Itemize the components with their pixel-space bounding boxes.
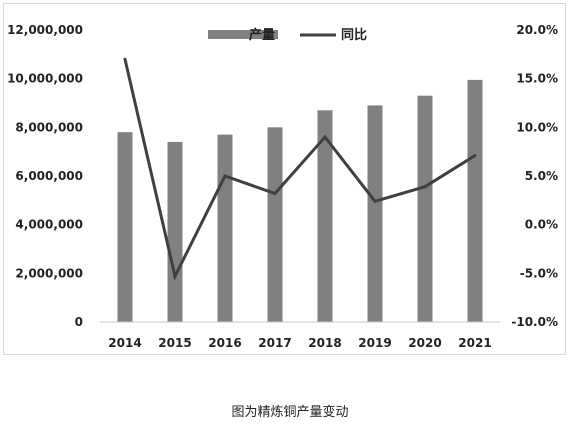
x-tick-label: 2020 <box>408 336 441 350</box>
y-right-tick-label: 15.0% <box>516 72 558 86</box>
chart-frame <box>3 3 566 355</box>
y-left-tick-label: 0 <box>75 315 83 329</box>
line-point <box>173 274 177 278</box>
bar <box>317 110 333 322</box>
bar <box>167 141 183 322</box>
y-left-tick-label: 10,000,000 <box>7 72 83 86</box>
bar <box>467 79 483 322</box>
line-point <box>423 185 427 189</box>
x-tick-label: 2018 <box>308 336 341 350</box>
chart: 0 2,000,000 4,000,000 6,000,000 8,000,000 10,… <box>7 23 558 350</box>
bar <box>367 105 383 322</box>
line-series-yoy <box>123 58 476 281</box>
y-right-tick-label: 0.0% <box>525 218 558 232</box>
y-left-tick-label: 6,000,000 <box>15 169 83 183</box>
y-right-tick-label: 5.0% <box>525 169 558 183</box>
y-left-tick-label: 4,000,000 <box>15 218 83 232</box>
x-tick-label: 2016 <box>208 336 241 350</box>
y-right-tick-label: 10.0% <box>516 120 558 134</box>
y-left-tick-label: 8,000,000 <box>15 120 83 134</box>
y-right-tick-label: 20.0% <box>516 23 558 37</box>
line-point <box>473 154 477 158</box>
legend-swatch-bar <box>208 30 278 39</box>
y-left-tick-label: 2,000,000 <box>15 266 83 280</box>
line-point <box>323 135 327 139</box>
x-tick-label: 2017 <box>258 336 291 350</box>
line-point <box>373 199 377 203</box>
x-tick-label: 2019 <box>358 336 391 350</box>
x-tick-label: 2014 <box>108 336 141 350</box>
y-right-tick-label: -5.0% <box>520 266 558 280</box>
bar <box>217 134 233 322</box>
bar <box>117 132 133 322</box>
bar <box>267 127 283 322</box>
line-point <box>273 192 277 196</box>
line-point <box>223 174 227 178</box>
line-point <box>123 57 127 61</box>
legend-label-bar: 产量 <box>249 27 275 43</box>
bar <box>417 95 433 322</box>
y-left-tick-label: 12,000,000 <box>7 23 83 37</box>
chart-caption: 图为精炼铜产量变动 <box>231 405 349 420</box>
y-right-tick-label: -10.0% <box>511 315 558 329</box>
x-tick-label: 2015 <box>158 336 191 350</box>
x-tick-label: 2021 <box>458 336 491 350</box>
legend-label-line: 同比 <box>341 27 367 43</box>
